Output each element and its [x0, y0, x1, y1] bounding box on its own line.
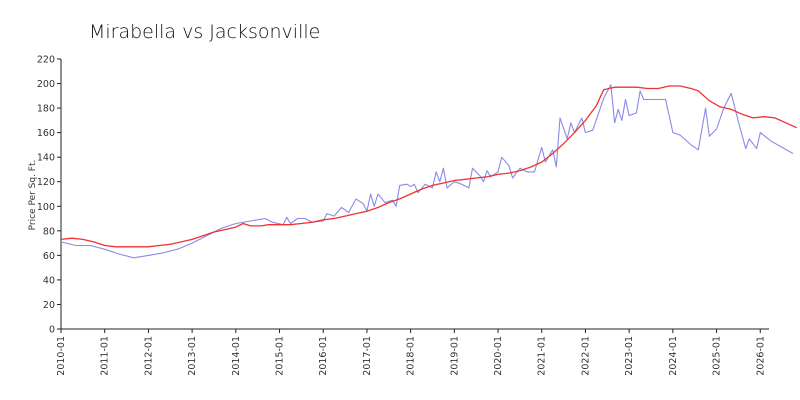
y-tick-label: 220 — [37, 55, 55, 66]
y-tick-label: 160 — [37, 128, 55, 139]
x-tick-label: 2025-01 — [712, 336, 723, 376]
x-tick-label: 2024-01 — [668, 336, 679, 376]
y-tick-label: 80 — [43, 226, 55, 237]
x-tick-label: 2023-01 — [624, 336, 635, 376]
y-tick-label: 100 — [37, 202, 55, 213]
x-tick-label: 2011-01 — [100, 336, 111, 376]
chart-title: Mirabella vs Jacksonville — [89, 21, 320, 43]
x-tick-label: 2019-01 — [449, 336, 460, 376]
y-tick-label: 200 — [37, 79, 55, 90]
x-tick-label: 2022-01 — [580, 336, 591, 376]
x-tick-label: 2013-01 — [187, 336, 198, 376]
x-tick-label: 2020-01 — [493, 336, 504, 376]
x-tick-label: 2012-01 — [143, 336, 154, 376]
x-tick-label: 2015-01 — [275, 336, 286, 376]
y-tick-label: 0 — [49, 325, 55, 336]
series-line-2 — [60, 85, 797, 248]
x-tick-label: 2026-01 — [755, 336, 766, 376]
x-tick-label: 2021-01 — [537, 336, 548, 376]
y-axis-label: Price Per Sq. Ft. — [28, 160, 38, 231]
y-tick-label: 140 — [37, 153, 55, 164]
y-tick-label: 40 — [43, 275, 55, 286]
x-tick-label: 2016-01 — [318, 336, 329, 376]
series-line-1 — [60, 84, 794, 259]
x-tick-label: 2014-01 — [231, 336, 242, 376]
x-axis: 2010-01 2011-01 2012-01 2013-01 2014-01 2015-… — [56, 328, 769, 376]
x-tick-label: 2017-01 — [362, 336, 373, 376]
y-axis: 0 20 40 60 80 100 120 140 160 180 200 220 — [37, 55, 62, 336]
series-layer — [60, 84, 797, 259]
y-tick-label: 120 — [37, 177, 55, 188]
x-tick-label: 2010-01 — [56, 336, 67, 376]
x-tick-label: 2018-01 — [406, 336, 417, 376]
y-tick-label: 20 — [43, 300, 55, 311]
y-tick-label: 60 — [43, 251, 55, 262]
y-tick-label: 180 — [37, 104, 55, 115]
